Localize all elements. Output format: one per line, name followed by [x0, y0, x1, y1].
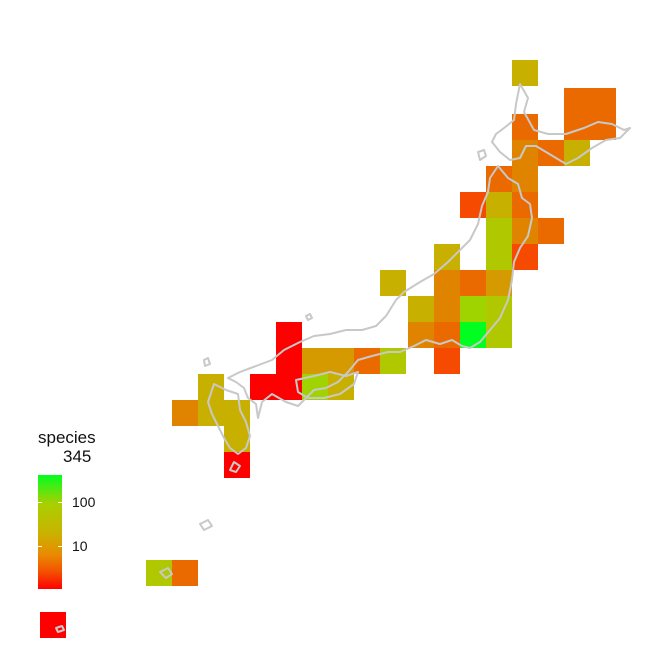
grid-cell: [172, 400, 198, 426]
grid-cell: [434, 296, 460, 322]
grid-cell: [460, 296, 486, 322]
grid-cell: [486, 192, 512, 218]
legend-max-label: 345: [63, 447, 92, 466]
grid-cell: [486, 244, 512, 270]
grid-cell: [486, 322, 512, 348]
grid-cell: [172, 560, 198, 586]
legend-title: species: [38, 428, 96, 447]
grid-cell: [408, 296, 434, 322]
legend-tick-mark-100-right: [58, 502, 62, 503]
grid-cell: [434, 244, 460, 270]
coastline: [199, 519, 213, 531]
grid-cell: [486, 270, 512, 296]
grid-cell: [538, 140, 564, 166]
coastline: [229, 461, 241, 473]
coastline: [227, 165, 533, 419]
coastline: [207, 383, 251, 455]
grid-cell: [460, 322, 486, 348]
coastline: [203, 357, 211, 367]
grid-cell: [512, 60, 538, 86]
coastline: [305, 313, 313, 321]
grid-cell: [512, 166, 538, 192]
grid-cell: [146, 560, 172, 586]
grid-cell: [538, 218, 564, 244]
legend-tick-mark-10-right: [58, 546, 62, 547]
coastline: [159, 567, 173, 579]
coastline: [295, 371, 359, 399]
grid-cell: [564, 88, 590, 114]
grid-cell: [434, 270, 460, 296]
grid-cell: [380, 270, 406, 296]
grid-cell: [512, 114, 538, 140]
coastline: [477, 149, 487, 161]
grid-cell: [512, 192, 538, 218]
grid-cell: [460, 270, 486, 296]
grid-cell: [40, 612, 66, 638]
legend-color-bar: [38, 475, 62, 589]
grid-cell: [590, 114, 616, 140]
coastline: [55, 625, 65, 633]
legend-tick-10: 10: [72, 538, 88, 554]
legend-tick-mark-10: [38, 546, 42, 547]
grid-cell: [486, 218, 512, 244]
grid-cell: [434, 348, 460, 374]
grid-cell: [590, 88, 616, 114]
coastline: [491, 83, 631, 165]
grid-cell: [250, 374, 276, 400]
grid-cell: [512, 140, 538, 166]
grid-cell: [408, 322, 434, 348]
legend-tick-100: 100: [72, 494, 96, 510]
legend-tick-mark-100: [38, 502, 42, 503]
grid-cell: [302, 348, 328, 374]
grid-cell: [276, 322, 302, 348]
grid-cell: [276, 348, 302, 374]
